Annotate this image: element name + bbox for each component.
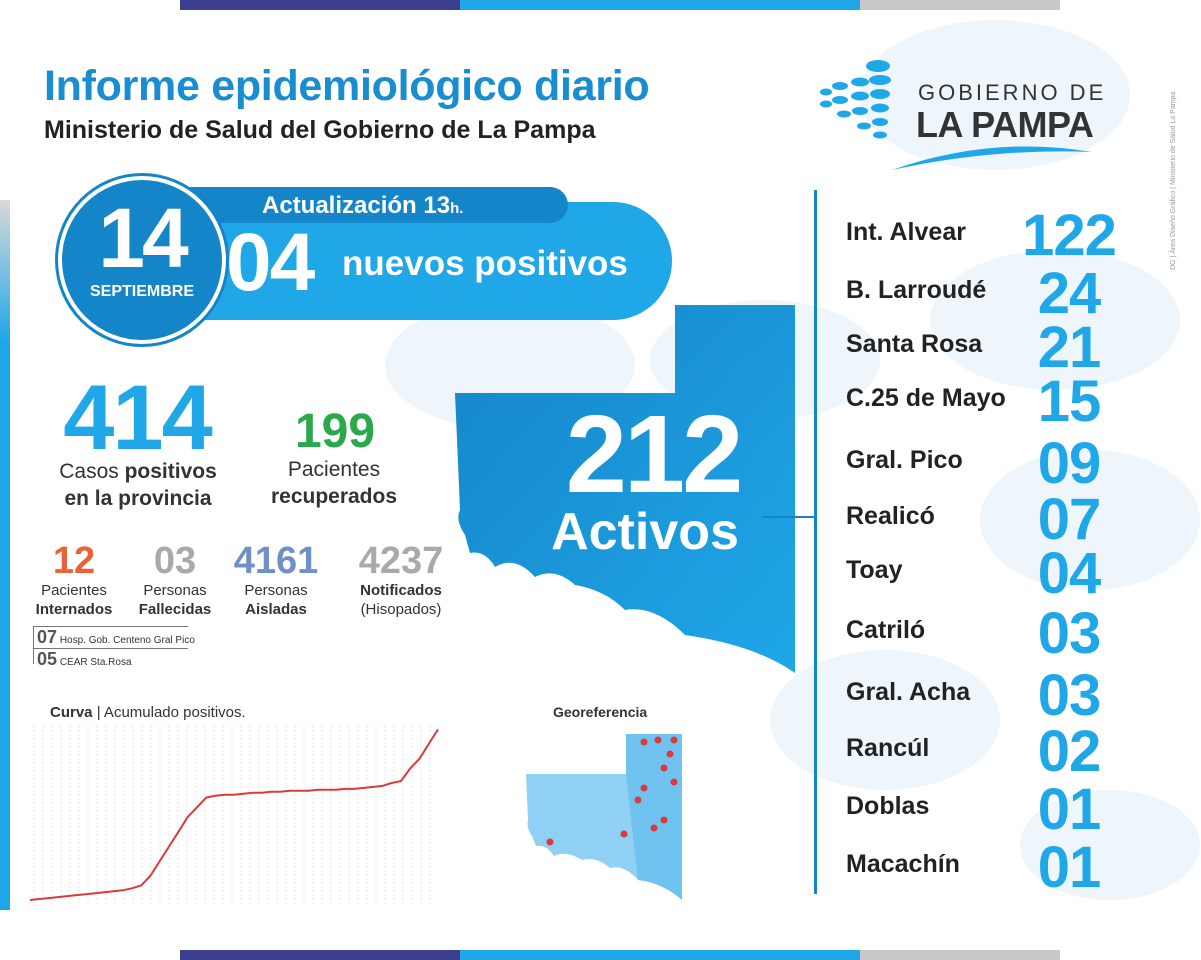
total-cases-value: 414 xyxy=(63,367,213,469)
georef-point xyxy=(660,764,668,772)
update-banner xyxy=(180,187,568,223)
locality-cases-value: 15 xyxy=(1037,369,1102,434)
new-positives-value: 04 xyxy=(226,217,315,308)
government-logo-icon xyxy=(820,60,891,139)
top-stripe-gray xyxy=(860,0,1060,10)
locality-cases-value: 01 xyxy=(1037,777,1102,842)
recovered-value: 199 xyxy=(294,405,376,458)
date-circle xyxy=(58,176,226,344)
hospital-row: 05 CEAR Sta.Rosa xyxy=(34,648,188,670)
total-cases-label: Casos positivos en la provincia xyxy=(59,460,217,510)
bg-pill xyxy=(770,650,1000,790)
locality-cases-value: 07 xyxy=(1037,487,1102,552)
locality-cases-value: 21 xyxy=(1037,315,1102,380)
georef-point xyxy=(670,736,678,744)
page-subtitle: Ministerio de Salud del Gobierno de La P… xyxy=(44,116,596,144)
notified-value: 4237 xyxy=(358,540,444,582)
georef-point xyxy=(660,816,668,824)
locality-cases-value: 04 xyxy=(1037,541,1102,606)
georeference-title: Georeferencia xyxy=(553,704,648,720)
hospital-breakdown: 07 Hosp. Gob. Centeno Gral Pico 05 CEAR … xyxy=(33,626,195,669)
bottom-stripe-gray xyxy=(860,950,1060,960)
map-connector-line xyxy=(762,516,814,518)
locality-name: B. Larroudé xyxy=(846,276,987,304)
locality-cases-value: 02 xyxy=(1037,719,1102,784)
bottom-stripe-blue xyxy=(460,950,860,960)
recovered-label: Pacientes recuperados xyxy=(270,458,398,508)
locality-name: Int. Alvear xyxy=(846,218,966,246)
notified-stat: 4237 Notificados (Hisopados) xyxy=(346,541,456,619)
logo-text-la-pampa: LA PAMPA xyxy=(916,104,1094,145)
locality-cases-value: 03 xyxy=(1037,663,1102,728)
georef-point xyxy=(546,838,554,846)
locality-cases-value: 09 xyxy=(1037,431,1102,496)
locality-name: Catriló xyxy=(846,616,926,644)
left-side-bar xyxy=(0,200,10,910)
logo-text-gobierno: GOBIERNO DE xyxy=(918,80,1107,105)
bg-pill xyxy=(980,450,1200,590)
locality-name: Doblas xyxy=(846,792,930,820)
date-day: 14 xyxy=(98,191,188,285)
bg-pill xyxy=(860,20,1130,170)
isolated-stat: 4161 Personas Aisladas xyxy=(226,541,326,619)
hospital-row: 07 Hosp. Gob. Centeno Gral Pico xyxy=(37,627,195,647)
georef-point xyxy=(654,736,662,744)
locality-name: Realicó xyxy=(846,502,935,530)
update-time-label: Actualización 13h. xyxy=(262,192,464,219)
locality-cases-value: 24 xyxy=(1037,261,1102,326)
deceased-value: 03 xyxy=(153,540,197,582)
locality-name: Gral. Acha xyxy=(846,678,971,706)
georef-point xyxy=(634,796,642,804)
georef-point xyxy=(640,784,648,792)
page-title: Informe epidemiológico diario xyxy=(44,62,650,110)
cumulative-line xyxy=(30,728,439,901)
georef-point xyxy=(666,750,674,758)
isolated-value: 4161 xyxy=(233,540,319,582)
locality-name: Santa Rosa xyxy=(846,330,983,358)
top-stripe-dark xyxy=(180,0,460,10)
active-cases-value: 212 xyxy=(565,393,744,516)
georef-point xyxy=(670,778,678,786)
hospitalized-value: 12 xyxy=(52,540,96,582)
locality-name: Gral. Pico xyxy=(846,446,963,474)
design-credit: DG | Área Diseño Gráfico | Ministerio de… xyxy=(1170,91,1177,270)
deceased-stat: 03 Personas Fallecidas xyxy=(130,541,220,619)
locality-cases-value: 122 xyxy=(1022,203,1117,268)
cumulative-positives-chart xyxy=(30,726,439,904)
bg-pill xyxy=(1020,790,1200,900)
bottom-stripe-dark xyxy=(180,950,460,960)
top-stripe-blue xyxy=(460,0,860,10)
locality-list-divider xyxy=(814,190,817,894)
date-month: SEPTIEMBRE xyxy=(89,283,194,300)
locality-name: C.25 de Mayo xyxy=(846,384,1006,412)
hospitalized-stat: 12 Pacientes Internados xyxy=(30,541,118,619)
bg-pill xyxy=(930,250,1180,390)
locality-name: Toay xyxy=(846,556,903,584)
georef-point xyxy=(650,824,658,832)
locality-cases-value: 01 xyxy=(1037,835,1102,900)
georef-point xyxy=(620,830,628,838)
curve-chart-title: Curva | Acumulado positivos. xyxy=(50,704,246,721)
logo-swoosh xyxy=(892,146,1092,170)
locality-name: Rancúl xyxy=(846,734,930,762)
province-map xyxy=(455,305,795,673)
locality-cases-value: 03 xyxy=(1037,601,1102,666)
active-cases-label: Activos xyxy=(551,503,739,561)
new-positives-label: nuevos positivos xyxy=(342,244,628,283)
georef-point xyxy=(640,738,648,746)
locality-name: Macachín xyxy=(846,850,960,878)
georeference-map xyxy=(526,734,682,900)
